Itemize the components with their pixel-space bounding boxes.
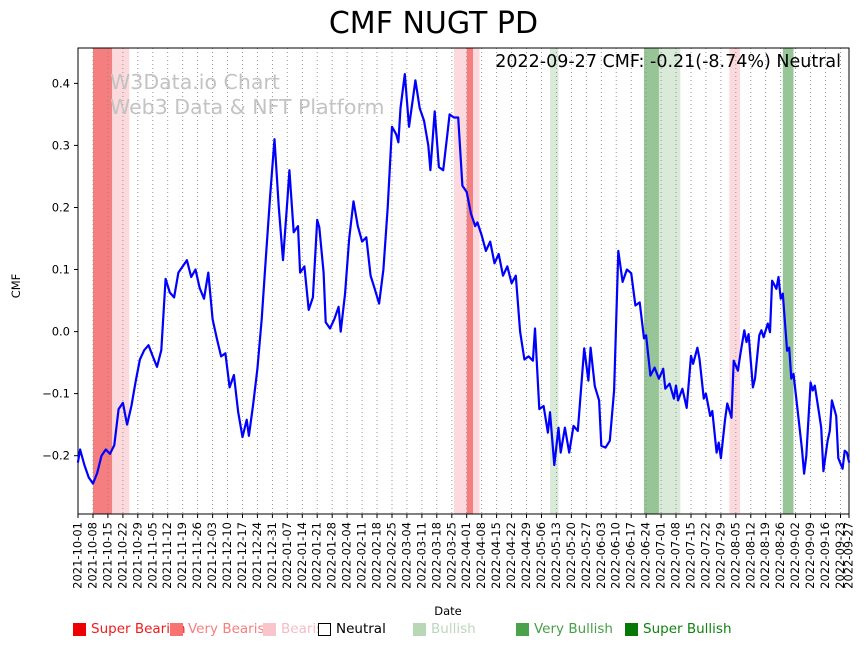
- svg-text:2022-08-19: 2022-08-19: [758, 522, 772, 589]
- svg-text:2021-10-22: 2021-10-22: [115, 522, 129, 589]
- svg-text:2022-02-18: 2022-02-18: [370, 522, 384, 589]
- svg-text:2022-08-26: 2022-08-26: [773, 522, 787, 589]
- svg-text:2022-02-04: 2022-02-04: [340, 522, 354, 589]
- svg-text:2022-03-25: 2022-03-25: [444, 522, 458, 589]
- band-very_bullish: [782, 48, 794, 514]
- svg-text:2022-06-24: 2022-06-24: [639, 522, 653, 589]
- svg-text:2021-11-26: 2021-11-26: [190, 522, 204, 589]
- svg-text:2022-07-01: 2022-07-01: [654, 522, 668, 589]
- svg-text:0.2: 0.2: [52, 201, 70, 215]
- svg-text:2022-06-17: 2022-06-17: [624, 522, 638, 589]
- svg-text:0.4: 0.4: [52, 76, 70, 90]
- svg-text:2022-04-15: 2022-04-15: [489, 522, 503, 589]
- svg-text:2022-01-07: 2022-01-07: [280, 522, 294, 589]
- y-tick-labels: 0.4 0.3 0.2 0.1 0.0 −0.1 −0.2: [42, 76, 70, 462]
- svg-text:2022-03-04: 2022-03-04: [399, 522, 413, 589]
- svg-text:2021-12-10: 2021-12-10: [220, 522, 234, 589]
- cmf-line: [76, 72, 851, 485]
- svg-text:2022-07-22: 2022-07-22: [698, 522, 712, 589]
- svg-text:2021-12-31: 2021-12-31: [265, 522, 279, 589]
- svg-text:2022-01-21: 2022-01-21: [310, 522, 324, 589]
- svg-text:2022-07-15: 2022-07-15: [684, 522, 698, 589]
- band-bearish: [453, 48, 467, 514]
- svg-text:2022-02-25: 2022-02-25: [385, 522, 399, 589]
- band-very_bearish: [93, 48, 113, 514]
- svg-text:2022-09-02: 2022-09-02: [788, 522, 802, 589]
- svg-text:2022-06-03: 2022-06-03: [594, 522, 608, 589]
- watermark: W3Data.io Chart Web3 Data & NFT Platform: [110, 70, 384, 120]
- svg-text:2021-11-19: 2021-11-19: [175, 522, 189, 589]
- y-axis-label: CMF: [9, 273, 23, 299]
- svg-text:2022-08-12: 2022-08-12: [743, 522, 757, 589]
- svg-text:2022-09-27: 2022-09-27: [842, 522, 856, 589]
- svg-text:2021-11-12: 2021-11-12: [160, 522, 174, 589]
- svg-text:2021-10-15: 2021-10-15: [100, 522, 114, 589]
- svg-text:2022-04-29: 2022-04-29: [519, 522, 533, 589]
- svg-text:2022-07-08: 2022-07-08: [669, 522, 683, 589]
- svg-text:2022-05-06: 2022-05-06: [534, 522, 548, 589]
- watermark-line1: W3Data.io Chart: [110, 70, 280, 94]
- svg-text:2022-04-22: 2022-04-22: [504, 522, 518, 589]
- svg-text:0.1: 0.1: [52, 263, 70, 277]
- svg-text:2021-10-08: 2021-10-08: [86, 522, 100, 589]
- band-bullish: [658, 48, 681, 514]
- watermark-line2: Web3 Data & NFT Platform: [110, 95, 385, 119]
- signal-bands: [93, 48, 794, 514]
- svg-text:2021-12-24: 2021-12-24: [250, 522, 264, 589]
- band-bearish: [112, 48, 130, 514]
- svg-text:2022-09-23: 2022-09-23: [833, 522, 847, 589]
- band-very_bearish: [466, 48, 474, 514]
- svg-text:2022-04-01: 2022-04-01: [459, 522, 473, 589]
- svg-text:2022-05-20: 2022-05-20: [564, 522, 578, 589]
- svg-text:2022-06-10: 2022-06-10: [609, 522, 623, 589]
- svg-text:2022-09-16: 2022-09-16: [818, 522, 832, 589]
- svg-text:−0.1: −0.1: [42, 387, 70, 401]
- latest-value-annotation: 2022-09-27 CMF: -0.21(-8.74%) Neutral: [495, 52, 841, 72]
- svg-text:0.3: 0.3: [52, 138, 70, 152]
- svg-text:2022-09-09: 2022-09-09: [803, 522, 817, 589]
- band-bearish: [473, 48, 480, 514]
- axes-frame: [77, 47, 850, 515]
- svg-text:2022-01-14: 2022-01-14: [295, 522, 309, 589]
- svg-text:2022-05-13: 2022-05-13: [549, 522, 563, 589]
- band-bearish: [729, 48, 741, 514]
- svg-text:2022-03-18: 2022-03-18: [429, 522, 443, 589]
- chart-title: CMF NUGT PD: [328, 6, 539, 41]
- svg-text:2021-12-17: 2021-12-17: [235, 522, 249, 589]
- svg-text:2021-11-05: 2021-11-05: [145, 522, 159, 589]
- svg-text:2022-04-08: 2022-04-08: [474, 522, 488, 589]
- svg-text:2022-02-11: 2022-02-11: [355, 522, 369, 589]
- tick-marks: [74, 82, 850, 518]
- svg-text:0.0: 0.0: [52, 325, 70, 339]
- svg-text:2022-01-28: 2022-01-28: [325, 522, 339, 589]
- svg-text:2022-05-27: 2022-05-27: [579, 522, 593, 589]
- svg-text:2021-10-29: 2021-10-29: [130, 522, 144, 589]
- x-tick-labels: 2021-10-01 2021-10-08 2021-10-15 2021-10-22…: [71, 522, 856, 589]
- svg-text:2022-07-29: 2022-07-29: [713, 522, 727, 589]
- svg-text:2021-12-03: 2021-12-03: [205, 522, 219, 589]
- band-bullish: [550, 48, 559, 514]
- svg-text:2021-10-01: 2021-10-01: [71, 522, 85, 589]
- svg-text:−0.2: −0.2: [42, 449, 70, 463]
- svg-text:2022-08-05: 2022-08-05: [728, 522, 742, 589]
- x-axis-label: Date: [434, 604, 462, 618]
- svg-text:2022-03-11: 2022-03-11: [414, 522, 428, 589]
- band-very_bullish: [644, 48, 659, 514]
